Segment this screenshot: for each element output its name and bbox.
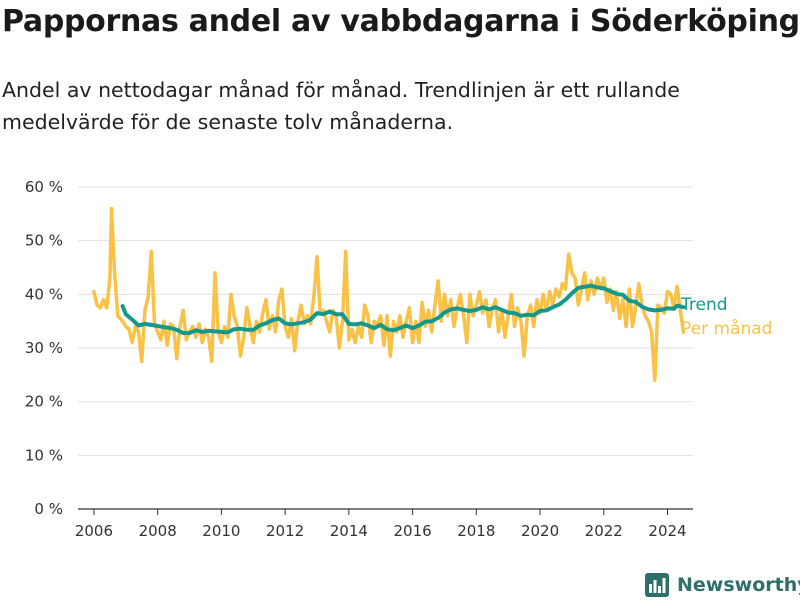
x-tick-label: 2016 — [393, 522, 431, 540]
x-tick-label: 2006 — [75, 522, 113, 540]
page-title: Pappornas andel av vabbdagarna i Söderkö… — [2, 4, 800, 39]
x-tick-label: 2014 — [330, 522, 368, 540]
series-line-per-manad — [92, 206, 686, 382]
newsworthy-brand[interactable]: Newsworthy — [645, 570, 800, 600]
y-tick-label: 40 % — [25, 285, 63, 303]
y-tick-label: 10 % — [25, 446, 63, 464]
y-tick-label: 60 % — [25, 178, 63, 196]
brand-name: Newsworthy — [677, 574, 800, 596]
x-tick-label: 2022 — [585, 522, 623, 540]
x-tick-label: 2008 — [139, 522, 177, 540]
chart-series — [92, 206, 686, 382]
y-axis: 0 % 10 % 20 % 30 % 40 % 50 % 60 % — [25, 178, 63, 518]
y-tick-label: 0 % — [34, 500, 63, 518]
series-label-per-manad: Per månad — [681, 318, 772, 339]
page-subtitle: Andel av nettodagar månad för månad. Tre… — [2, 78, 680, 134]
y-tick-label: 30 % — [25, 339, 63, 357]
y-tick-label: 50 % — [25, 232, 63, 250]
chart-grid — [78, 186, 693, 456]
x-tick-label: 2010 — [202, 522, 240, 540]
x-tick-label: 2024 — [648, 522, 686, 540]
series-labels: Trend Per månad — [680, 295, 772, 339]
x-tick-label: 2020 — [521, 522, 559, 540]
series-line-trend — [120, 283, 686, 335]
x-axis: 2006 2008 2010 2012 2014 2016 2018 2020 2022 2024 — [75, 508, 693, 540]
x-tick-label: 2012 — [266, 522, 304, 540]
bar-chart-icon — [645, 573, 669, 597]
x-tick-label: 2018 — [457, 522, 495, 540]
y-tick-label: 20 % — [25, 393, 63, 411]
series-label-trend: Trend — [680, 295, 728, 315]
